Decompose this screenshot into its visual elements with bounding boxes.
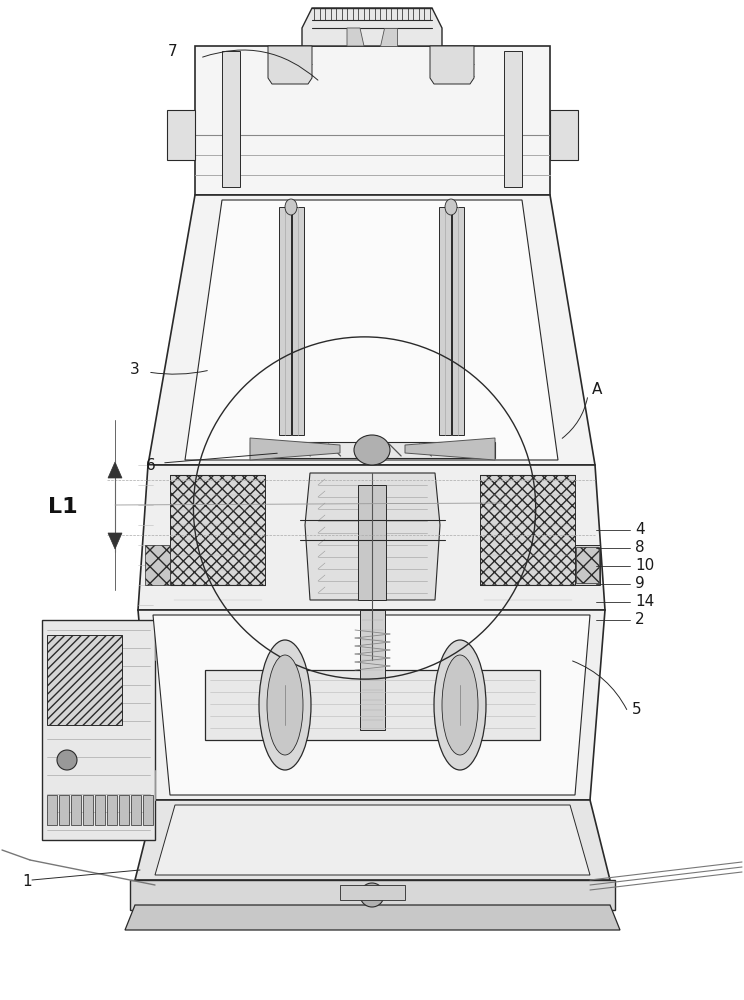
Bar [131, 795, 141, 825]
Bar [576, 547, 599, 583]
Text: 1: 1 [22, 874, 32, 890]
Polygon shape [250, 438, 340, 460]
Text: 4: 4 [635, 522, 644, 538]
Ellipse shape [57, 750, 77, 770]
Polygon shape [504, 51, 522, 187]
Polygon shape [430, 46, 474, 84]
Text: 3: 3 [130, 362, 140, 377]
Ellipse shape [259, 640, 311, 770]
Bar [95, 795, 105, 825]
Polygon shape [130, 880, 615, 910]
Text: L1: L1 [48, 497, 77, 517]
Polygon shape [125, 905, 620, 930]
Polygon shape [439, 207, 451, 435]
Polygon shape [167, 110, 195, 160]
Polygon shape [222, 51, 240, 187]
FancyArrowPatch shape [562, 398, 588, 438]
Ellipse shape [442, 655, 478, 755]
Bar [170, 475, 265, 585]
Polygon shape [305, 473, 440, 600]
Text: 7: 7 [168, 44, 178, 60]
Bar [119, 795, 129, 825]
Bar [59, 795, 69, 825]
Polygon shape [148, 195, 595, 465]
Text: 14: 14 [635, 594, 654, 609]
Ellipse shape [434, 640, 486, 770]
Ellipse shape [445, 199, 457, 215]
Ellipse shape [354, 435, 390, 465]
Polygon shape [185, 200, 558, 460]
Polygon shape [268, 46, 312, 84]
Bar [358, 485, 386, 600]
Polygon shape [42, 620, 155, 840]
Polygon shape [155, 805, 590, 875]
Polygon shape [452, 207, 464, 435]
Polygon shape [347, 28, 364, 46]
Polygon shape [380, 28, 397, 46]
Bar [47, 795, 57, 825]
Bar [480, 475, 575, 585]
FancyArrowPatch shape [573, 661, 626, 710]
Text: A: A [592, 382, 603, 397]
Polygon shape [302, 8, 442, 46]
Bar [360, 610, 385, 730]
FancyArrowPatch shape [151, 371, 208, 374]
Ellipse shape [360, 883, 384, 907]
Text: 5: 5 [632, 702, 641, 718]
Bar [145, 545, 170, 585]
Text: 6: 6 [146, 458, 155, 473]
Bar [107, 795, 117, 825]
Polygon shape [250, 442, 495, 458]
Bar [143, 795, 153, 825]
Polygon shape [405, 438, 495, 460]
Bar [71, 795, 81, 825]
Ellipse shape [267, 655, 303, 755]
Text: 10: 10 [635, 558, 654, 574]
Polygon shape [108, 462, 122, 478]
Bar [47, 635, 122, 725]
Polygon shape [292, 207, 304, 435]
Polygon shape [108, 533, 122, 549]
Polygon shape [195, 46, 550, 195]
Text: 2: 2 [635, 612, 644, 628]
Polygon shape [550, 110, 578, 160]
Ellipse shape [285, 199, 297, 215]
Polygon shape [205, 670, 540, 740]
Text: 9: 9 [635, 576, 645, 591]
Polygon shape [153, 615, 590, 795]
Polygon shape [138, 610, 605, 800]
Text: 8: 8 [635, 540, 644, 556]
Bar [83, 795, 93, 825]
Polygon shape [135, 800, 610, 880]
Bar [340, 885, 405, 900]
Polygon shape [138, 465, 605, 610]
Bar [575, 545, 600, 585]
FancyArrowPatch shape [202, 50, 318, 80]
Polygon shape [279, 207, 291, 435]
FancyArrowPatch shape [164, 453, 278, 463]
